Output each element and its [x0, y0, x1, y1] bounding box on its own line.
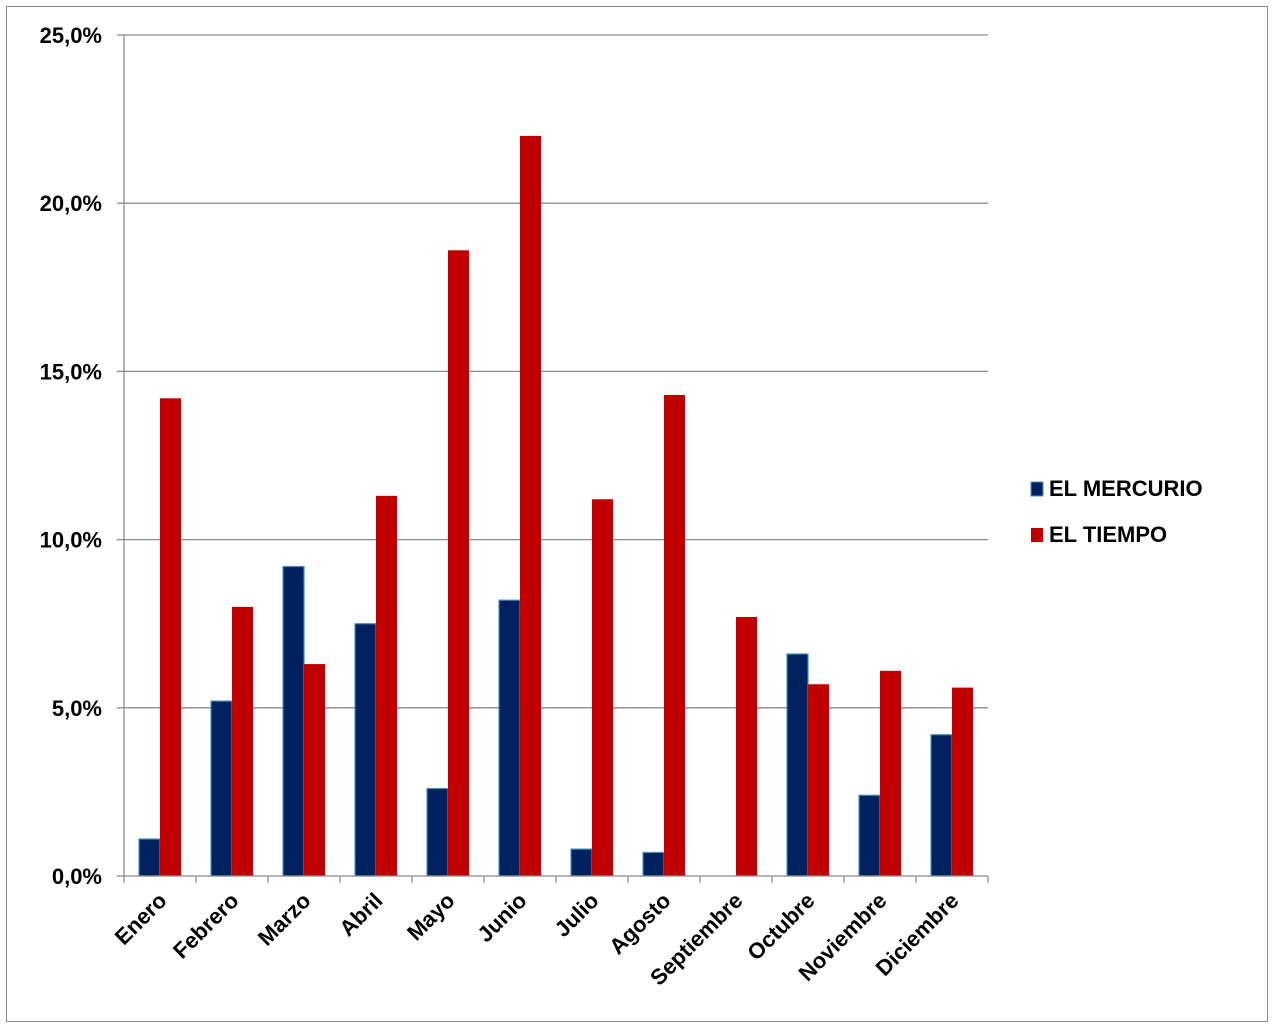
- bar-el-tiempo-junio: [520, 135, 541, 877]
- legend-swatch: [1031, 528, 1043, 542]
- bar-el-mercurio-abril: [354, 623, 377, 877]
- x-tick-label: Julio: [550, 888, 604, 942]
- bar-el-mercurio-junio: [498, 599, 521, 877]
- bar-el-mercurio-mayo: [426, 787, 449, 877]
- bar-el-tiempo-septiembre: [736, 616, 757, 876]
- bar-el-mercurio-julio: [570, 848, 593, 877]
- y-tick-label: 10,0%: [40, 528, 102, 553]
- bar-el-tiempo-noviembre: [880, 670, 901, 876]
- bar-el-mercurio-enero: [138, 838, 161, 877]
- legend-label: EL TIEMPO: [1049, 522, 1167, 547]
- bar-el-mercurio-noviembre: [858, 794, 881, 877]
- y-tick-label: 15,0%: [40, 359, 102, 384]
- x-tick-label: Enero: [110, 888, 172, 950]
- y-tick-label: 25,0%: [40, 23, 102, 48]
- gridlines: [124, 34, 988, 709]
- bar-el-tiempo-marzo: [304, 664, 325, 876]
- legend: EL MERCURIO EL TIEMPO: [1030, 476, 1203, 547]
- bar-el-tiempo-abril: [376, 495, 397, 876]
- x-tick-label: Febrero: [168, 888, 244, 964]
- bars: [138, 135, 973, 877]
- bar-el-mercurio-octubre: [786, 653, 809, 877]
- x-tick-label: Marzo: [253, 888, 316, 951]
- legend-swatch: [1030, 481, 1044, 497]
- x-tick-label: Junio: [472, 888, 531, 947]
- bar-el-mercurio-febrero: [210, 700, 233, 877]
- y-tick-label: 5,0%: [52, 696, 102, 721]
- bar-el-mercurio-marzo: [282, 565, 305, 877]
- bar-el-tiempo-julio: [592, 499, 613, 876]
- x-tick-label: Abril: [334, 888, 387, 941]
- y-tick-label: 20,0%: [40, 191, 102, 216]
- bar-el-tiempo-agosto: [664, 394, 685, 876]
- y-tick-labels: 0,0% 5,0% 10,0% 15,0% 20,0% 25,0%: [40, 23, 102, 889]
- bar-el-tiempo-octubre: [808, 684, 829, 876]
- x-tick-label: Agosto: [604, 888, 675, 959]
- x-tick-label: Mayo: [402, 888, 459, 945]
- bar-el-tiempo-diciembre: [952, 687, 973, 876]
- bar-el-tiempo-mayo: [448, 250, 469, 876]
- y-tick-label: 0,0%: [52, 864, 102, 889]
- bar-el-mercurio-diciembre: [930, 734, 953, 877]
- bar-el-tiempo-enero: [160, 398, 181, 876]
- legend-label: EL MERCURIO: [1049, 476, 1203, 501]
- bar-el-tiempo-febrero: [232, 606, 253, 876]
- axes: [117, 34, 989, 883]
- bar-el-mercurio-agosto: [642, 851, 665, 877]
